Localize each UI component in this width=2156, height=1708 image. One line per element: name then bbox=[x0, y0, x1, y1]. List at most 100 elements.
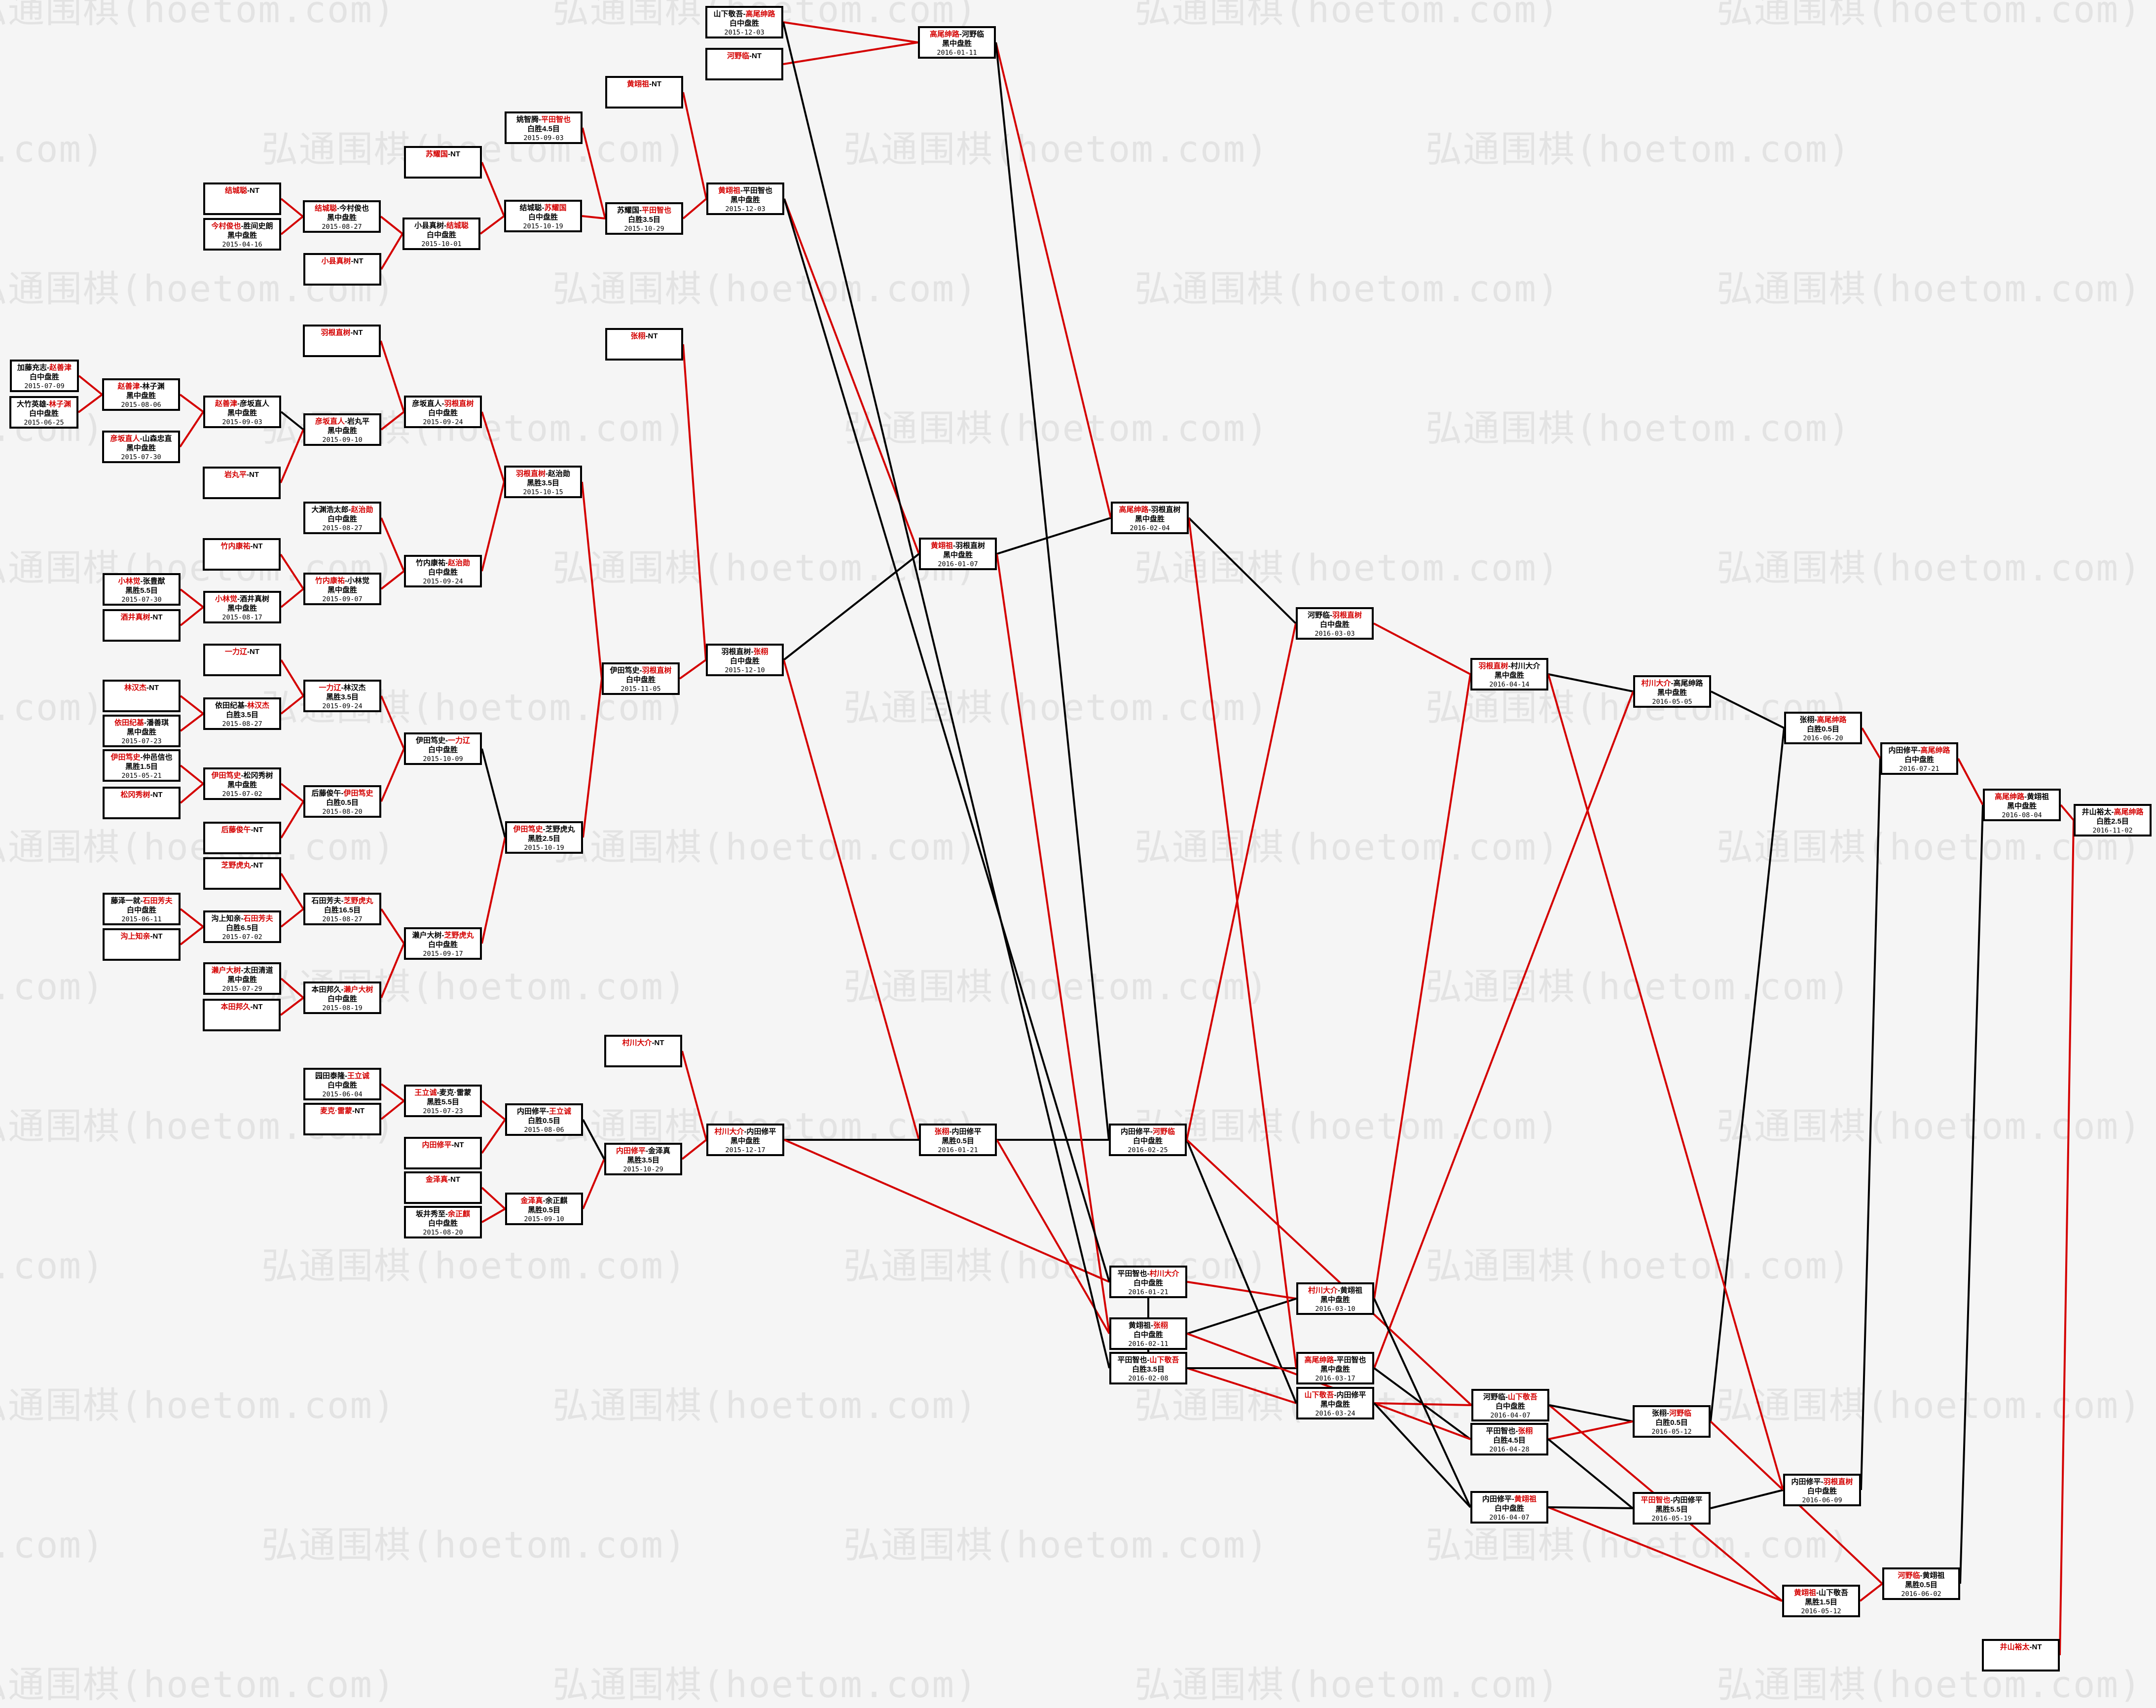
players-line: 坂井秀至-余正麒 bbox=[415, 1210, 471, 1218]
match-date: 2015-10-29 bbox=[623, 1165, 663, 1173]
player-name: 黄翊祖 bbox=[1514, 1495, 1537, 1503]
winner-path-line bbox=[481, 1208, 506, 1223]
winner-path-line bbox=[179, 394, 204, 413]
match-date: 2016-06-20 bbox=[1803, 734, 1843, 742]
players-line: 伊田笃史-羽根直树 bbox=[610, 666, 672, 675]
player-name: 结城聪 bbox=[314, 204, 337, 213]
player-name: 赵治勋 bbox=[448, 559, 471, 567]
winner-path-line bbox=[380, 411, 405, 431]
winner-path-line bbox=[180, 926, 204, 945]
player-name: 河野临 bbox=[1307, 611, 1330, 619]
winner-path-line bbox=[1547, 674, 1784, 1490]
player-name: 后藤俊午 bbox=[221, 826, 251, 834]
player-name: 岩丸平 bbox=[347, 417, 370, 426]
player-name: 张栩 bbox=[1518, 1427, 1533, 1435]
match-date: 2015-07-02 bbox=[222, 790, 262, 798]
match-box: 大竹英雄-林子渊 白中盘胜 2015-06-25 bbox=[9, 396, 78, 429]
match-box: 竹内康祐-赵治勋 白中盘胜 2015-09-24 bbox=[404, 555, 482, 587]
loser-path-line bbox=[1187, 1298, 1297, 1335]
result-text: 黑胜0.5目 bbox=[528, 1206, 560, 1214]
bye-box: 竹内康祐-NT bbox=[203, 538, 281, 571]
player-name: 河野临 bbox=[1669, 1409, 1692, 1417]
match-date: 2015-09-10 bbox=[322, 436, 363, 444]
winner-path-line bbox=[2059, 820, 2075, 1656]
match-date: 2016-01-21 bbox=[1128, 1288, 1169, 1296]
player-name: 村川大介 bbox=[1510, 662, 1540, 670]
player-name: 羽根直树 bbox=[1151, 506, 1181, 514]
match-date: 2016-01-11 bbox=[937, 49, 977, 57]
result-text: 黑中盘胜 bbox=[1494, 671, 1524, 680]
players-line: 后藤俊午-NT bbox=[221, 826, 263, 834]
players-line: 张栩-内田修平 bbox=[934, 1127, 982, 1136]
bye-box: 沟上知亲-NT bbox=[103, 928, 181, 961]
loser-path-line bbox=[1548, 673, 1634, 692]
player-name: 松冈秀树 bbox=[120, 791, 150, 799]
loser-path-line bbox=[481, 748, 506, 838]
players-line: 伊田笃史-一力辽 bbox=[415, 736, 471, 745]
result-text: 白中盘胜 bbox=[327, 995, 357, 1003]
player-name: 濑户大树 bbox=[412, 931, 442, 940]
players-line: 山下敬吾-高尾绅路 bbox=[713, 10, 775, 18]
winner-path-line bbox=[280, 800, 304, 839]
winner-path-line bbox=[481, 162, 505, 217]
players-line: 今村俊也-胜间史朗 bbox=[211, 222, 273, 230]
player-name: 酒井真树 bbox=[120, 613, 150, 621]
players-line: 松冈秀树-NT bbox=[120, 791, 163, 799]
winner-path-line bbox=[582, 215, 606, 219]
winner-path-line bbox=[783, 198, 920, 554]
players-line: 黄翊祖-平田智也 bbox=[718, 186, 773, 195]
players-line: 赵善津-林子渊 bbox=[117, 382, 165, 391]
winner-path-line bbox=[280, 695, 304, 715]
bye-box: 井山裕太-NT bbox=[1982, 1639, 2060, 1672]
player-name: 高尾绅路 bbox=[1817, 716, 1847, 724]
player-name: 今村俊也 bbox=[211, 222, 241, 230]
players-line: 张栩-高尾绅路 bbox=[1799, 716, 1847, 724]
player-name: 大渊浩太郎 bbox=[311, 506, 349, 514]
winner-path-line bbox=[1188, 517, 1297, 1369]
match-date: 2016-07-21 bbox=[1899, 765, 1939, 773]
winner-path-line bbox=[481, 1119, 506, 1154]
match-date: 2016-02-04 bbox=[1130, 524, 1170, 532]
loser-path-line bbox=[783, 553, 920, 661]
match-box: 黄翊祖-张栩 白中盘胜 2016-02-11 bbox=[1109, 1317, 1187, 1350]
player-name: 加藤充志 bbox=[17, 363, 47, 372]
bye-box: 后藤俊午-NT bbox=[203, 822, 281, 854]
result-text: 黑胜0.5目 bbox=[1905, 1581, 1937, 1589]
bye-label: NT bbox=[652, 80, 661, 88]
player-name: 村川大介 bbox=[1641, 679, 1671, 688]
player-name: 井山裕太 bbox=[2000, 1643, 2030, 1651]
result-text: 黑中盘胜 bbox=[942, 39, 972, 48]
players-line: 黄翊祖-山下敬吾 bbox=[1793, 1589, 1849, 1597]
player-name: 山下敬吾 bbox=[1304, 1391, 1334, 1399]
winner-path-line bbox=[380, 570, 405, 590]
match-box: 今村俊也-胜间史朗 黑中盘胜 2015-04-16 bbox=[203, 218, 281, 251]
player-name: 伊田笃史 bbox=[513, 825, 543, 834]
bye-label: NT bbox=[152, 932, 163, 941]
player-name: 竹内康祐 bbox=[415, 559, 445, 567]
result-text: 白中盘胜 bbox=[29, 409, 59, 418]
match-box: 竹内康祐-小林觉 黑中盘胜 2015-09-07 bbox=[303, 573, 381, 605]
players-line: 内田修平-羽根直树 bbox=[1791, 1478, 1853, 1486]
player-name: 王立诚 bbox=[347, 1072, 370, 1080]
player-name: 张栩 bbox=[1799, 716, 1815, 724]
match-date: 2016-03-24 bbox=[1315, 1410, 1355, 1417]
result-text: 黑中盘胜 bbox=[227, 604, 257, 613]
players-line: 内田修平-高尾绅路 bbox=[1888, 746, 1950, 755]
match-date: 2016-03-17 bbox=[1315, 1375, 1355, 1382]
loser-path-line bbox=[1547, 1438, 1634, 1509]
player-name: 内田修平 bbox=[516, 1107, 547, 1116]
match-date: 2016-01-21 bbox=[938, 1146, 978, 1154]
players-line: 小县真树-结城聪 bbox=[414, 221, 469, 230]
player-name: 黄翊祖 bbox=[2027, 793, 2049, 801]
match-box: 黄翊祖-平田智也 黑中盘胜 2015-12-03 bbox=[706, 182, 784, 215]
winner-path-line bbox=[280, 198, 304, 218]
player-name: 羽根直树 bbox=[321, 328, 351, 337]
match-box: 内田修平-河野临 白中盘胜 2016-02-25 bbox=[1109, 1124, 1187, 1156]
match-box: 小县真树-结城聪 白中盘胜 2015-10-01 bbox=[402, 218, 480, 250]
player-name: 结城聪 bbox=[446, 221, 469, 230]
winner-path-line bbox=[77, 394, 103, 413]
bye-label: NT bbox=[355, 1107, 365, 1115]
match-box: 山下敬吾-高尾绅路 白中盘胜 2015-12-03 bbox=[705, 6, 783, 38]
match-box: 平田智也-张栩 白胜4.5目 2016-04-28 bbox=[1470, 1423, 1548, 1455]
